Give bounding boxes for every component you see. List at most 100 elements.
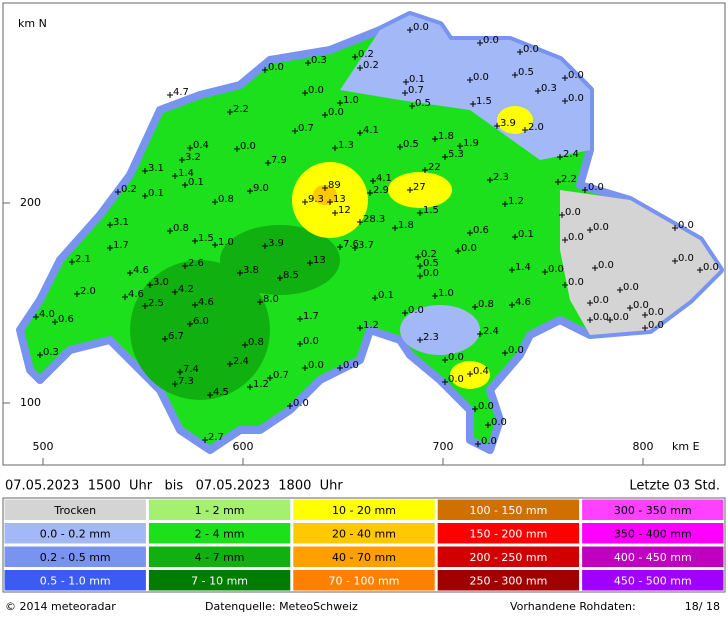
station-cross bbox=[559, 212, 565, 218]
legend-swatch bbox=[147, 498, 292, 521]
station-value: 0.0 bbox=[308, 360, 324, 371]
station-value: 1.2 bbox=[253, 379, 269, 390]
station-value: 0.0 bbox=[461, 243, 477, 254]
station-cross bbox=[52, 319, 58, 325]
station-value: 1.2 bbox=[508, 196, 524, 207]
station-cross bbox=[485, 422, 491, 428]
station-cross bbox=[415, 254, 421, 260]
station-cross bbox=[472, 406, 478, 412]
station-value: 0.0 bbox=[593, 295, 609, 306]
station-cross bbox=[512, 234, 518, 240]
station-value: 1.9 bbox=[463, 138, 479, 149]
station-value: 12 bbox=[338, 205, 351, 216]
station-cross bbox=[417, 263, 423, 269]
station-value: 0.5 bbox=[518, 67, 534, 78]
legend-label: 4 - 7 mm bbox=[195, 551, 245, 564]
station-value: 2.3 bbox=[493, 172, 509, 183]
station-cross bbox=[172, 381, 178, 387]
legend-label: 100 - 150 mm bbox=[469, 504, 547, 517]
station-cross bbox=[467, 371, 473, 377]
station-value: 0.8 bbox=[173, 223, 189, 234]
station-value: 2.4 bbox=[563, 149, 579, 160]
station-cross bbox=[287, 403, 293, 409]
station-cross bbox=[357, 325, 363, 331]
station-cross bbox=[357, 130, 363, 136]
station-value: 1.0 bbox=[438, 288, 454, 299]
station-value: 0.6 bbox=[473, 225, 489, 236]
station-value: 0.8 bbox=[248, 337, 264, 348]
station-value: 0.0 bbox=[678, 220, 694, 231]
station-cross bbox=[509, 267, 515, 273]
station-cross bbox=[262, 243, 268, 249]
station-cross bbox=[592, 265, 598, 271]
station-cross bbox=[107, 222, 113, 228]
station-value: 1.0 bbox=[218, 237, 234, 248]
legend-swatch bbox=[147, 545, 292, 568]
station-value: 1.8 bbox=[398, 220, 414, 231]
station-cross bbox=[557, 154, 563, 160]
station-cross bbox=[370, 178, 376, 184]
station-value: 2.6 bbox=[188, 258, 204, 269]
legend-swatch bbox=[581, 522, 725, 545]
station-value: 0.0 bbox=[568, 232, 584, 243]
station-cross bbox=[697, 267, 703, 273]
station-value: 0.0 bbox=[565, 207, 581, 218]
station-cross bbox=[470, 101, 476, 107]
station-value: 2.4 bbox=[233, 356, 249, 367]
legend-swatch bbox=[3, 569, 147, 592]
station-cross bbox=[172, 289, 178, 295]
y-tick-label: 200 bbox=[20, 196, 41, 209]
legend-label: 7 - 10 mm bbox=[191, 574, 248, 587]
station-value: 0.7 bbox=[273, 370, 289, 381]
station-value: 2.1 bbox=[75, 254, 91, 265]
station-value: 6.7 bbox=[168, 331, 184, 342]
station-value: 0.0 bbox=[593, 312, 609, 323]
legend-swatch bbox=[436, 498, 581, 521]
legend-swatch bbox=[3, 545, 147, 568]
station-value: 0.0 bbox=[308, 85, 324, 96]
legend-swatch bbox=[436, 569, 581, 592]
legend-label: 200 - 250 mm bbox=[469, 551, 547, 564]
station-cross bbox=[409, 103, 415, 109]
station-value: 0.0 bbox=[240, 141, 256, 152]
x-tick-label: 600 bbox=[233, 440, 254, 453]
station-value: 2.3 bbox=[423, 332, 439, 343]
period: 07.05.2023 1500 Uhr bis 07.05.2023 1800 … bbox=[5, 479, 343, 494]
station-cross bbox=[302, 199, 308, 205]
station-value: 0.0 bbox=[491, 417, 507, 428]
station-value: 28.3 bbox=[363, 214, 385, 225]
station-cross bbox=[672, 225, 678, 231]
station-value: 7.3 bbox=[178, 376, 194, 387]
station-cross bbox=[357, 65, 363, 71]
legend-label: 450 - 500 mm bbox=[614, 574, 692, 587]
legend-swatch bbox=[436, 522, 581, 545]
station-cross bbox=[352, 245, 358, 251]
station-value: 6.0 bbox=[193, 316, 209, 327]
station-cross bbox=[372, 295, 378, 301]
station-cross bbox=[127, 270, 133, 276]
legend-label: 0.5 - 1.0 mm bbox=[40, 574, 111, 587]
station-cross bbox=[142, 303, 148, 309]
station-value: 3.2 bbox=[185, 152, 201, 163]
station-cross bbox=[562, 98, 568, 104]
legend-label: 40 - 70 mm bbox=[332, 551, 396, 564]
station-value: 0.3 bbox=[311, 55, 327, 66]
legend-swatch bbox=[436, 545, 581, 568]
station-cross bbox=[587, 227, 593, 233]
legend-label: 20 - 40 mm bbox=[332, 527, 396, 540]
station-value: 9.0 bbox=[253, 183, 269, 194]
station-cross bbox=[242, 342, 248, 348]
station-cross bbox=[455, 248, 461, 254]
station-cross bbox=[297, 341, 303, 347]
station-cross bbox=[167, 228, 173, 234]
station-cross bbox=[555, 179, 561, 185]
station-value: 2.5 bbox=[148, 298, 164, 309]
station-value: 0.4 bbox=[193, 140, 209, 151]
legend-swatch bbox=[292, 545, 436, 568]
station-cross bbox=[267, 375, 273, 381]
station-value: 0.0 bbox=[703, 262, 719, 273]
legend-swatch bbox=[581, 498, 725, 521]
station-cross bbox=[187, 145, 193, 151]
station-value: 1.5 bbox=[423, 205, 439, 216]
station-cross bbox=[522, 127, 528, 133]
